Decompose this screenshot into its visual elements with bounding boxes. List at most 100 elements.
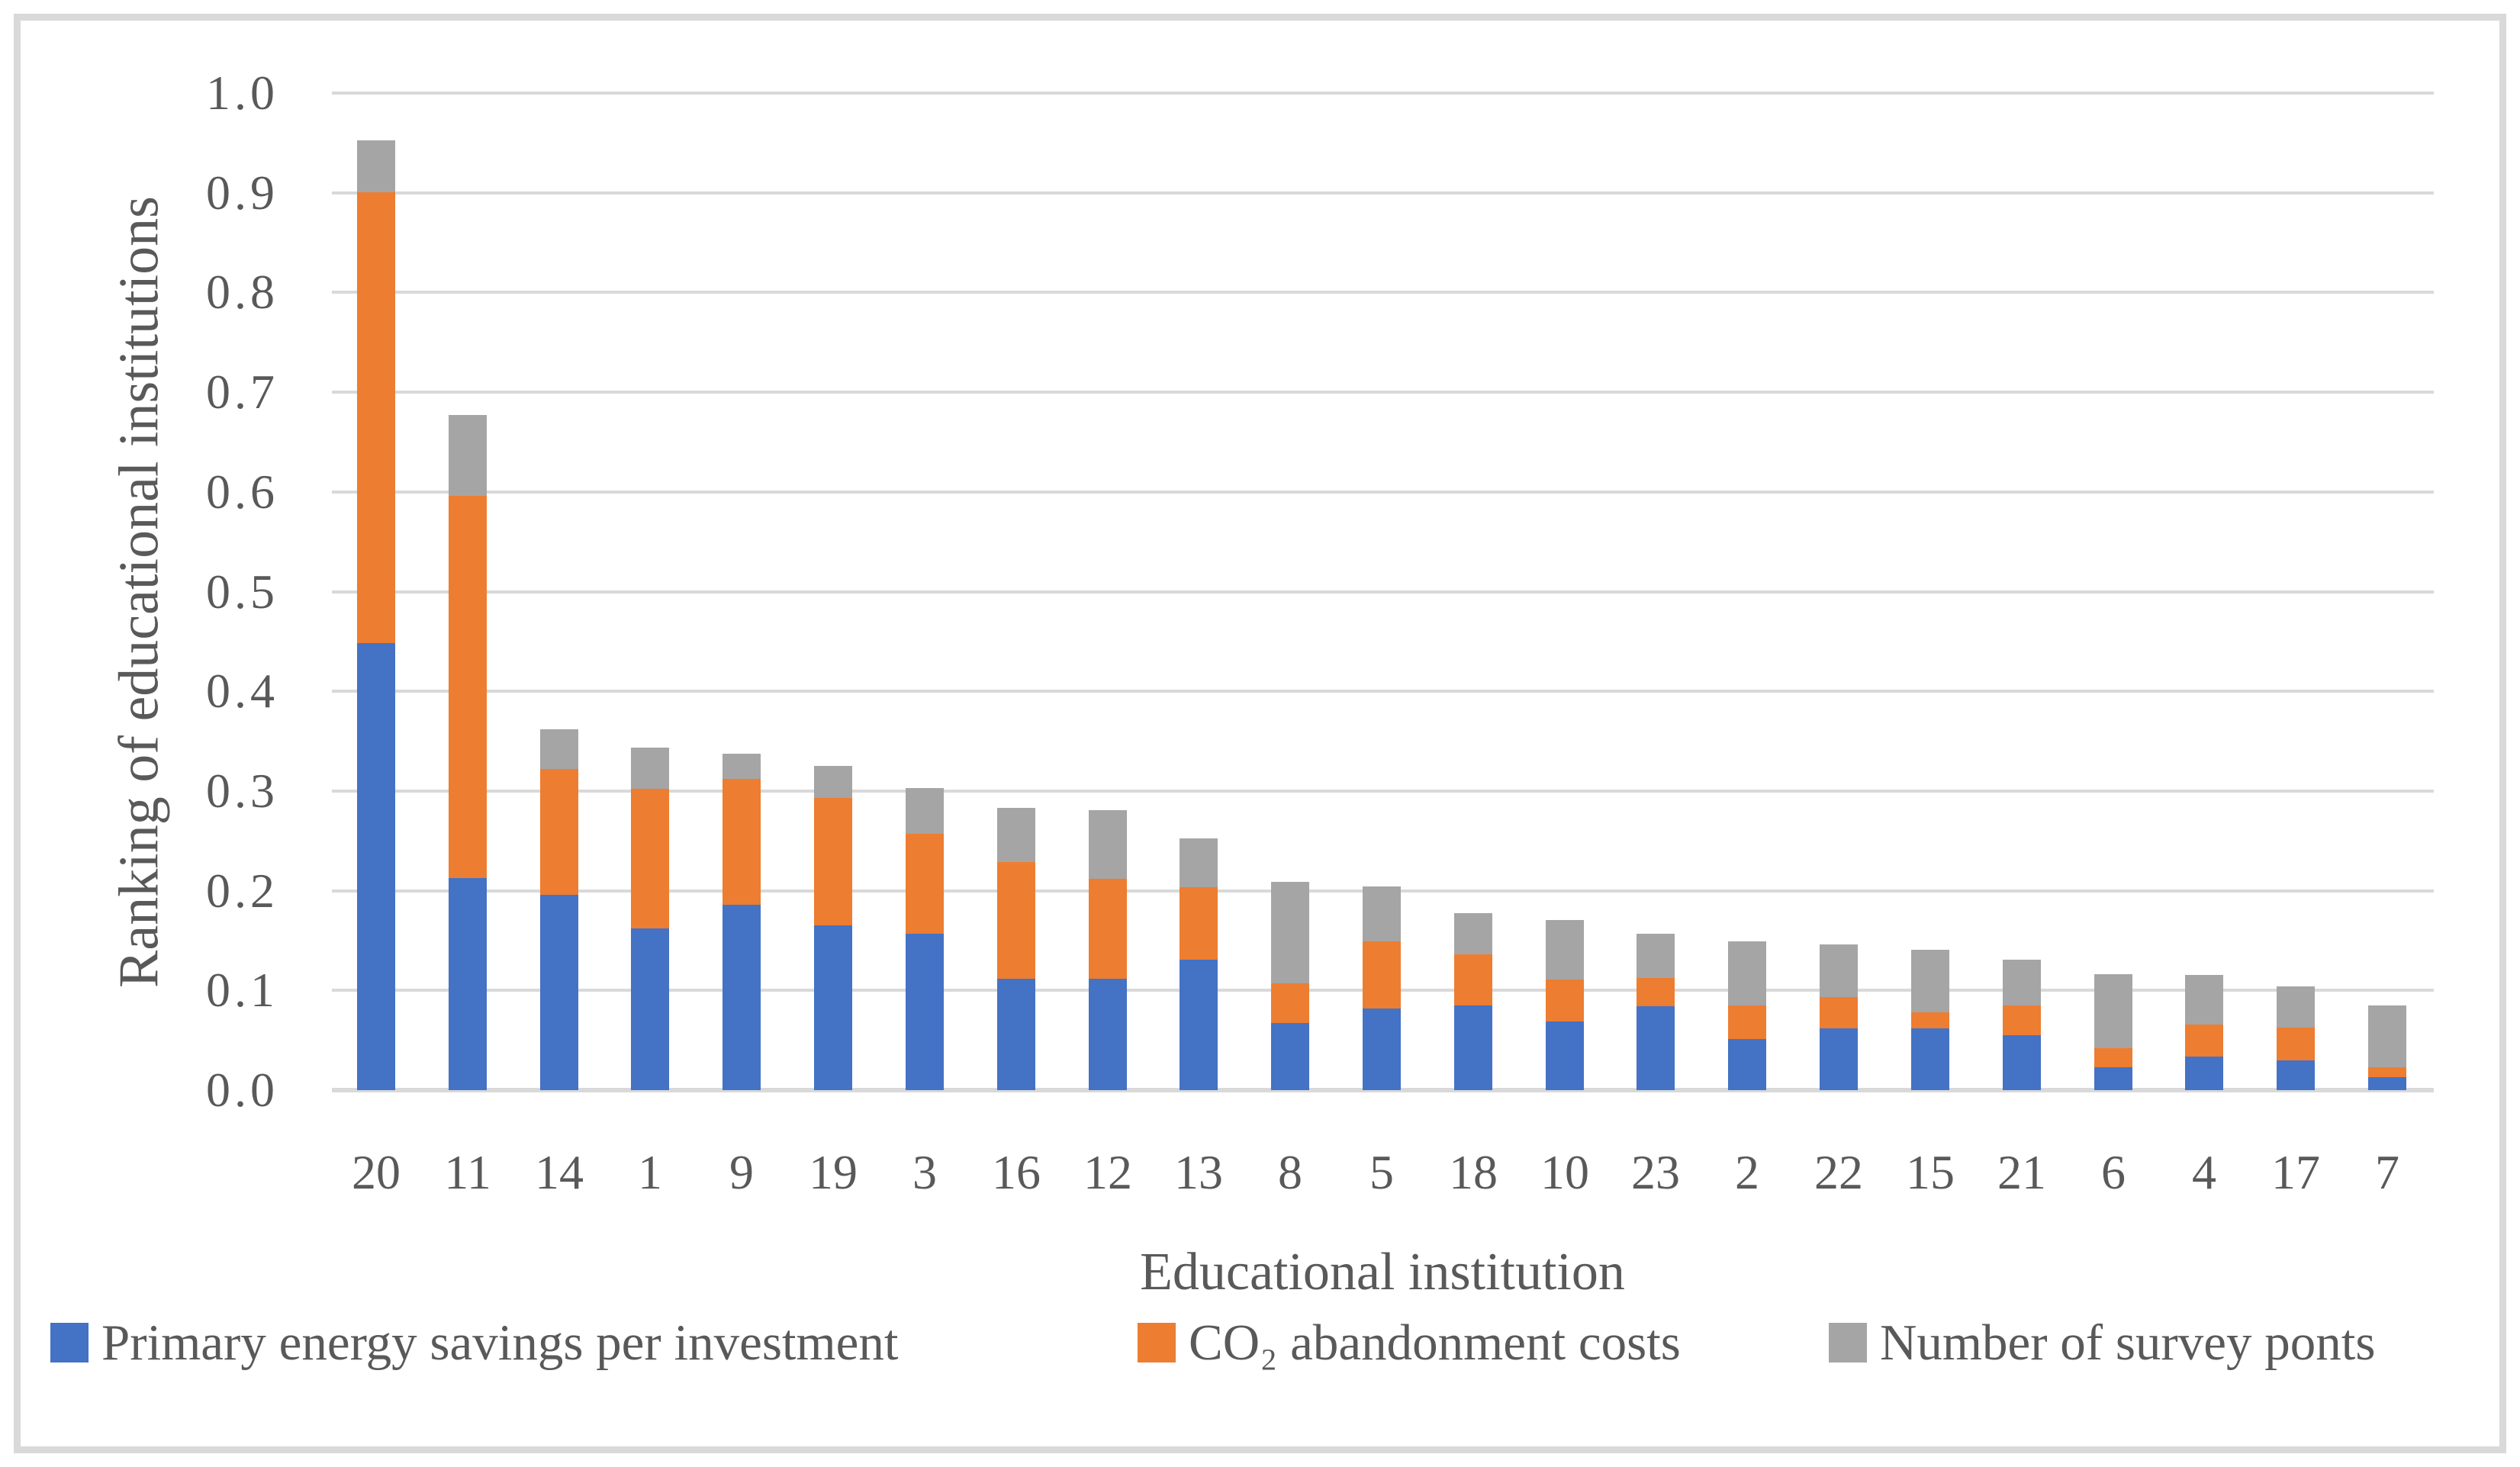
gridline-1.0: [332, 92, 2434, 95]
bar-4-segment-survey-points: [2185, 975, 2223, 1025]
bar-5-segment-survey-points: [1363, 886, 1401, 941]
bar-9-segment-primary-energy: [723, 905, 761, 1090]
bar-3-segment-co2-costs: [906, 834, 944, 934]
bar-17-segment-co2-costs: [2277, 1028, 2315, 1060]
bar-13-segment-survey-points: [1180, 838, 1218, 887]
bar-17-segment-survey-points: [2277, 986, 2315, 1028]
bar-1-segment-survey-points: [631, 748, 669, 789]
bar-3: [906, 788, 944, 1090]
y-tick-label-0.2: 0.2: [206, 864, 278, 918]
bar-21-segment-primary-energy: [2003, 1035, 2041, 1090]
orange-square-legend-swatch-icon: [1138, 1323, 1176, 1362]
bar-3-segment-survey-points: [906, 788, 944, 834]
bar-8-segment-co2-costs: [1271, 983, 1309, 1023]
legend-item-survey-points: Number of survey ponts: [1829, 1317, 2375, 1369]
bar-14-segment-survey-points: [540, 729, 578, 769]
bar-10-segment-survey-points: [1546, 920, 1584, 980]
x-category-label-11: 11: [444, 1145, 491, 1199]
x-category-label-3: 3: [912, 1145, 937, 1199]
gridline-0.5: [332, 590, 2434, 594]
bar-23-segment-co2-costs: [1637, 978, 1675, 1006]
bar-19-segment-survey-points: [814, 766, 852, 798]
y-tick-label-0.6: 0.6: [206, 465, 278, 519]
bar-11-segment-survey-points: [449, 415, 487, 496]
bar-1-segment-co2-costs: [631, 789, 669, 928]
bar-13-segment-co2-costs: [1180, 887, 1218, 960]
bar-2-segment-co2-costs: [1728, 1005, 1766, 1039]
bar-1-segment-primary-energy: [631, 928, 669, 1090]
bar-6-segment-co2-costs: [2094, 1048, 2132, 1067]
bar-12-segment-co2-costs: [1089, 879, 1127, 979]
bar-8: [1271, 882, 1309, 1090]
blue-square-legend-swatch-icon: [50, 1323, 89, 1362]
y-tick-label-0.7: 0.7: [206, 365, 278, 419]
x-category-label-16: 16: [992, 1145, 1041, 1199]
bar-20-segment-survey-points: [357, 140, 395, 192]
x-category-label-14: 14: [535, 1145, 584, 1199]
x-category-label-15: 15: [1906, 1145, 1955, 1199]
x-category-label-1: 1: [638, 1145, 662, 1199]
x-category-label-22: 22: [1814, 1145, 1863, 1199]
bar-20: [357, 140, 395, 1090]
bar-14-segment-co2-costs: [540, 769, 578, 895]
bar-22-segment-co2-costs: [1820, 997, 1858, 1028]
bar-15-segment-primary-energy: [1911, 1028, 1949, 1090]
bar-4-segment-primary-energy: [2185, 1057, 2223, 1090]
y-tick-label-0.1: 0.1: [206, 963, 278, 1017]
x-category-label-19: 19: [809, 1145, 858, 1199]
bar-15: [1911, 950, 1949, 1090]
x-category-label-20: 20: [352, 1145, 401, 1199]
bar-1: [631, 748, 669, 1090]
bar-6: [2094, 974, 2132, 1090]
bar-13-segment-primary-energy: [1180, 960, 1218, 1090]
bar-9-segment-co2-costs: [723, 779, 761, 905]
bar-19: [814, 766, 852, 1090]
bar-16: [997, 808, 1035, 1090]
x-category-label-7: 7: [2375, 1145, 2399, 1199]
x-category-label-17: 17: [2271, 1145, 2320, 1199]
bar-4-segment-co2-costs: [2185, 1025, 2223, 1057]
bar-10: [1546, 920, 1584, 1090]
bar-20-segment-primary-energy: [357, 643, 395, 1090]
x-category-label-18: 18: [1449, 1145, 1498, 1199]
bar-18-segment-co2-costs: [1454, 954, 1492, 1005]
legend-item-primary-energy: Primary energy savings per investment: [50, 1317, 899, 1369]
bar-2-segment-survey-points: [1728, 941, 1766, 1005]
bar-8-segment-survey-points: [1271, 882, 1309, 983]
bar-22-segment-primary-energy: [1820, 1028, 1858, 1090]
bar-22-segment-survey-points: [1820, 944, 1858, 997]
bar-5: [1363, 886, 1401, 1090]
gridline-0.8: [332, 291, 2434, 294]
bar-18-segment-survey-points: [1454, 913, 1492, 954]
y-tick-label-0.8: 0.8: [206, 265, 278, 319]
x-category-label-9: 9: [729, 1145, 754, 1199]
x-category-label-5: 5: [1369, 1145, 1394, 1199]
bar-6-segment-survey-points: [2094, 974, 2132, 1048]
gridline-0.3: [332, 790, 2434, 793]
x-category-label-12: 12: [1083, 1145, 1132, 1199]
gridline-0.7: [332, 391, 2434, 394]
bar-10-segment-primary-energy: [1546, 1021, 1584, 1090]
bar-15-segment-survey-points: [1911, 950, 1949, 1012]
bar-9: [723, 754, 761, 1090]
y-tick-label-0.5: 0.5: [206, 565, 278, 619]
bar-23-segment-primary-energy: [1637, 1006, 1675, 1090]
x-category-label-4: 4: [2192, 1145, 2216, 1199]
bar-19-segment-primary-energy: [814, 925, 852, 1090]
bar-17-segment-primary-energy: [2277, 1060, 2315, 1090]
bar-2-segment-primary-energy: [1728, 1039, 1766, 1090]
bar-11-segment-co2-costs: [449, 496, 487, 878]
bar-19-segment-co2-costs: [814, 798, 852, 925]
x-category-label-8: 8: [1278, 1145, 1302, 1199]
bar-3-segment-primary-energy: [906, 934, 944, 1090]
bar-2: [1728, 941, 1766, 1090]
bar-6-segment-primary-energy: [2094, 1067, 2132, 1090]
bar-14: [540, 729, 578, 1090]
bar-20-segment-co2-costs: [357, 192, 395, 643]
x-category-label-6: 6: [2101, 1145, 2126, 1199]
bar-11: [449, 415, 487, 1090]
bar-23-segment-survey-points: [1637, 934, 1675, 978]
bar-16-segment-co2-costs: [997, 862, 1035, 979]
bar-14-segment-primary-energy: [540, 895, 578, 1090]
